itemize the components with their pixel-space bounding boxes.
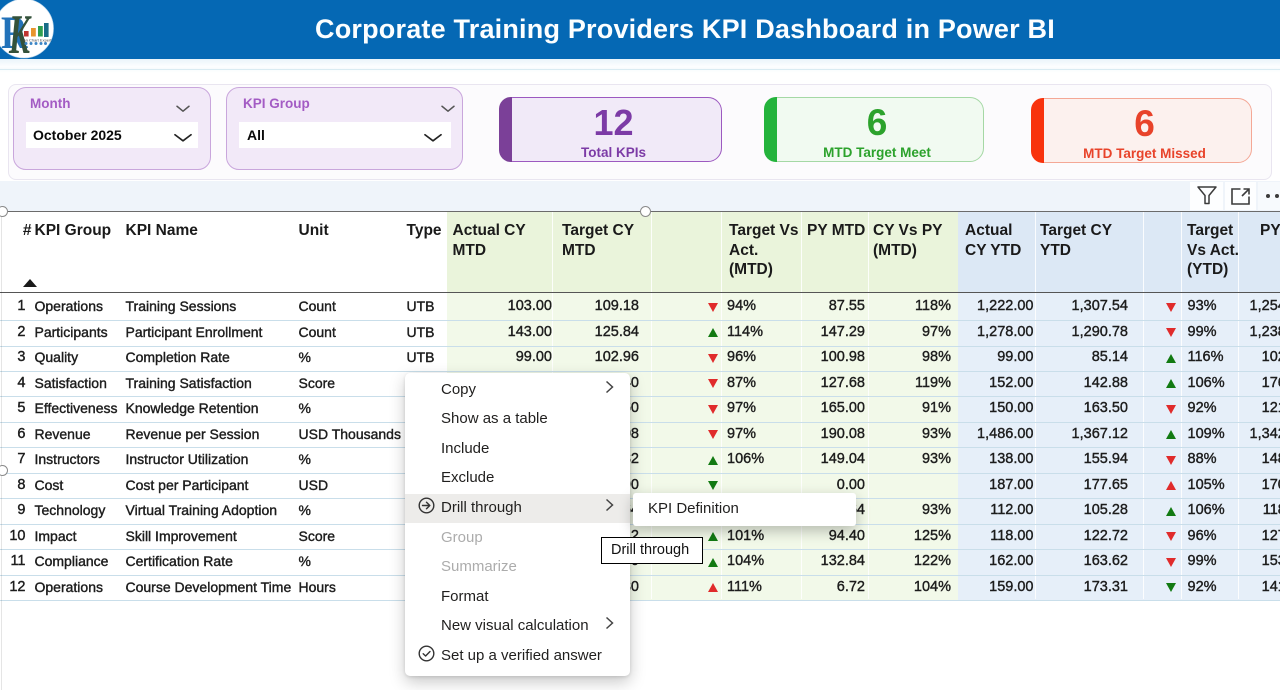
svg-text:R: R [1, 7, 28, 59]
svg-text:K: K [8, 4, 31, 66]
svg-text:An Chart Expert: An Chart Expert [23, 37, 52, 42]
